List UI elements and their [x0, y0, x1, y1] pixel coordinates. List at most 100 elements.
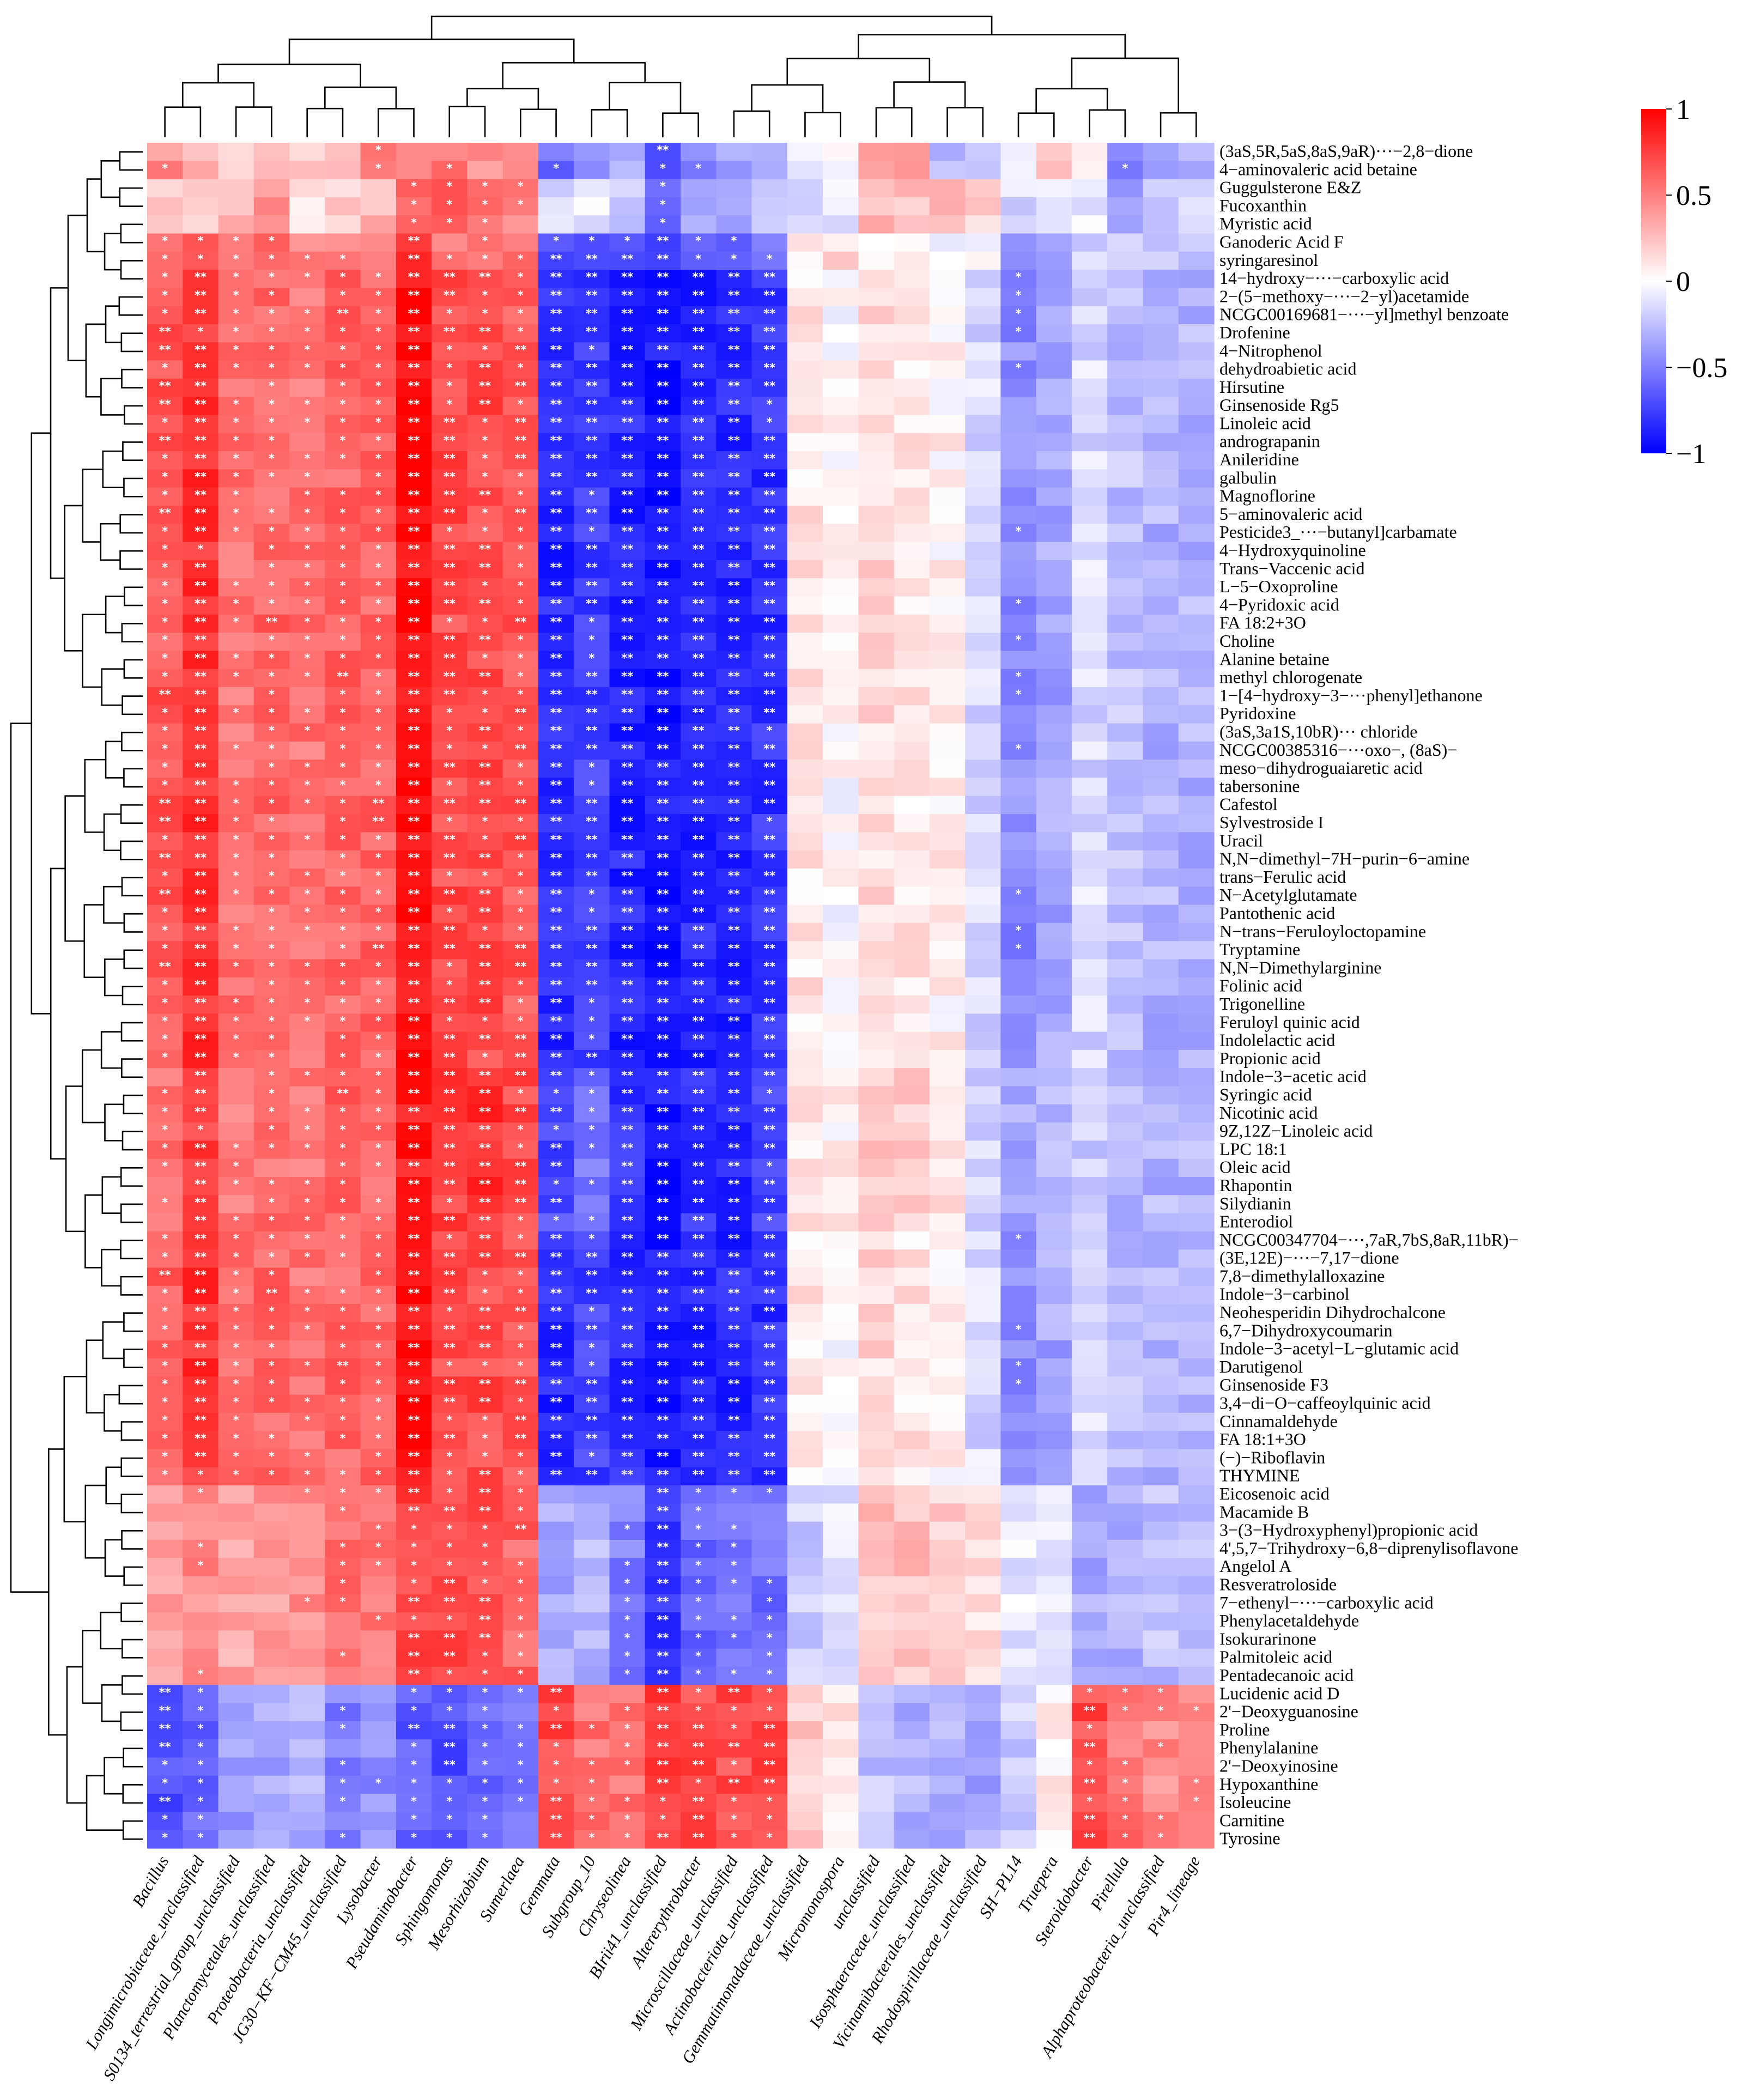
heatmap-cell — [467, 306, 503, 325]
significance-star: * — [518, 851, 524, 864]
heatmap-cell — [681, 469, 717, 488]
significance-star: * — [731, 252, 737, 265]
significance-star: * — [1016, 634, 1022, 647]
heatmap-cell — [538, 1667, 574, 1685]
significance-star: ** — [444, 1087, 456, 1100]
heatmap-cell — [787, 1049, 823, 1069]
heatmap-cell — [858, 1086, 895, 1105]
row-label: 4−aminovaleric acid betaine — [1219, 159, 1417, 179]
heatmap-cell — [1107, 814, 1144, 833]
significance-star: * — [624, 1795, 630, 1808]
heatmap-cell — [253, 1412, 290, 1431]
significance-star: ** — [657, 724, 669, 737]
significance-star: * — [518, 198, 524, 211]
heatmap-cell — [681, 306, 717, 325]
heatmap-cell — [183, 143, 219, 161]
heatmap-cell — [1036, 487, 1072, 506]
significance-star: * — [197, 1468, 203, 1481]
heatmap-cell — [823, 1449, 859, 1468]
row-dendrogram-branch — [31, 432, 51, 1015]
heatmap-cell — [965, 469, 1001, 488]
significance-star: ** — [728, 1286, 740, 1300]
heatmap-cell — [965, 1685, 1001, 1704]
significance-star: ** — [763, 1033, 775, 1046]
heatmap-cell — [432, 161, 468, 180]
significance-star: ** — [159, 815, 171, 828]
significance-star: * — [269, 1359, 275, 1373]
heatmap-cell — [574, 415, 610, 434]
heatmap-cell — [467, 469, 503, 488]
significance-star: ** — [657, 688, 669, 701]
significance-star: * — [482, 652, 488, 665]
heatmap-cell — [289, 1794, 325, 1813]
significance-star: ** — [621, 1450, 633, 1463]
heatmap-cell — [360, 1503, 397, 1522]
significance-star: ** — [408, 1359, 420, 1373]
significance-star: * — [375, 271, 381, 284]
heatmap-cell — [432, 850, 468, 869]
heatmap-cell — [965, 1539, 1001, 1558]
heatmap-cell — [965, 1558, 1001, 1577]
significance-star: * — [1122, 1704, 1128, 1717]
significance-star: * — [375, 1124, 381, 1137]
significance-star: * — [269, 1305, 275, 1318]
significance-star: * — [695, 1776, 701, 1789]
heatmap-cell — [965, 1830, 1001, 1849]
heatmap-cell — [253, 1812, 290, 1831]
heatmap-cell — [218, 161, 254, 180]
heatmap-cell — [823, 1195, 859, 1214]
heatmap-cell — [396, 651, 432, 670]
heatmap-cell — [1000, 1086, 1037, 1105]
significance-star: ** — [408, 1033, 420, 1046]
heatmap-cell — [147, 832, 183, 851]
significance-star: * — [233, 1015, 239, 1028]
significance-star: * — [553, 1704, 559, 1717]
significance-star: ** — [195, 634, 207, 647]
significance-star: ** — [657, 1577, 669, 1590]
significance-star: * — [518, 1087, 524, 1100]
significance-star: * — [1016, 525, 1022, 538]
heatmap-cell — [253, 251, 290, 270]
heatmap-cell — [751, 687, 788, 706]
significance-star: * — [375, 1450, 381, 1463]
heatmap-cell — [183, 651, 219, 670]
heatmap-cell — [1036, 378, 1072, 397]
significance-star: * — [518, 688, 524, 701]
significance-star: * — [304, 1069, 310, 1082]
heatmap-cell — [1143, 306, 1179, 325]
significance-star: ** — [621, 470, 633, 483]
heatmap-cell — [894, 651, 930, 670]
heatmap-cell — [147, 796, 183, 815]
heatmap-cell — [147, 651, 183, 670]
heatmap-cell — [574, 505, 610, 524]
significance-star: * — [339, 978, 345, 991]
heatmap-cell — [858, 723, 895, 742]
significance-star: * — [695, 1631, 701, 1644]
significance-star: ** — [479, 779, 491, 792]
significance-star: * — [482, 1649, 488, 1662]
heatmap-cell — [538, 487, 574, 506]
heatmap-cell — [574, 342, 610, 361]
significance-star: * — [518, 579, 524, 592]
significance-star: ** — [550, 724, 562, 737]
heatmap-cell — [183, 397, 219, 416]
significance-star: * — [233, 343, 239, 356]
significance-star: ** — [159, 325, 171, 338]
heatmap-cell — [645, 796, 681, 815]
significance-star: ** — [550, 507, 562, 520]
significance-star: * — [660, 1795, 666, 1808]
significance-star: ** — [586, 797, 598, 810]
significance-star: ** — [763, 997, 775, 1010]
heatmap-cell — [965, 433, 1001, 452]
significance-star: * — [1193, 1776, 1199, 1789]
heatmap-cell — [1071, 1195, 1108, 1214]
heatmap-cell — [929, 796, 966, 815]
significance-star: * — [339, 1341, 345, 1354]
heatmap-cell — [1143, 977, 1179, 996]
significance-star: * — [731, 1758, 737, 1771]
heatmap-cell — [787, 270, 823, 288]
significance-star: * — [339, 1105, 345, 1118]
heatmap-cell — [823, 959, 859, 978]
heatmap-cell — [965, 868, 1001, 887]
heatmap-cell — [1071, 251, 1108, 270]
